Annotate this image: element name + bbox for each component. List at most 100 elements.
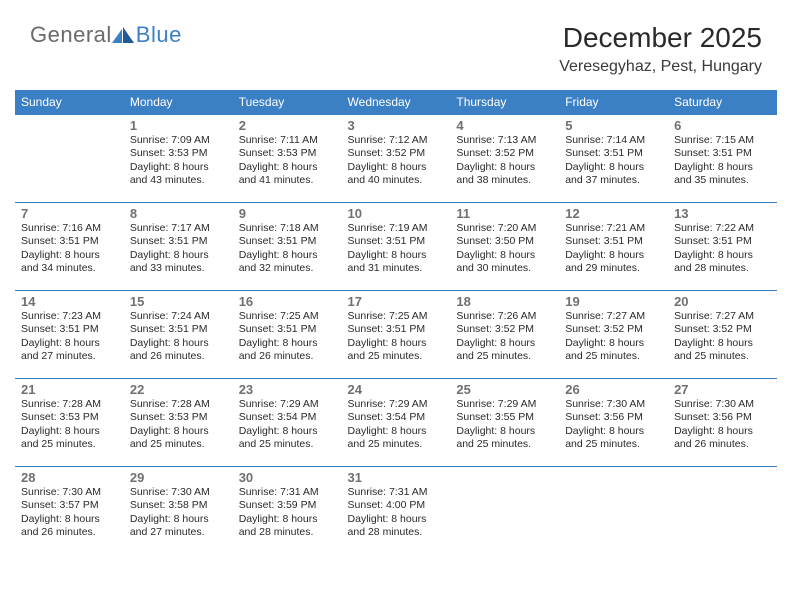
calendar-row: 1Sunrise: 7:09 AMSunset: 3:53 PMDaylight… [15,115,777,203]
title-block: December 2025 Veresegyhaz, Pest, Hungary [559,22,762,76]
day-number: 29 [130,470,227,485]
day-number: 4 [456,118,553,133]
calendar-cell: 15Sunrise: 7:24 AMSunset: 3:51 PMDayligh… [124,291,233,379]
calendar-cell [559,467,668,555]
calendar-row: 7Sunrise: 7:16 AMSunset: 3:51 PMDaylight… [15,203,777,291]
day-header: Tuesday [233,90,342,115]
brand-logo: General Blue [30,22,182,48]
day-number: 21 [21,382,118,397]
calendar-cell: 13Sunrise: 7:22 AMSunset: 3:51 PMDayligh… [668,203,777,291]
day-details: Sunrise: 7:30 AMSunset: 3:56 PMDaylight:… [674,398,771,452]
calendar-cell [668,467,777,555]
day-details: Sunrise: 7:28 AMSunset: 3:53 PMDaylight:… [21,398,118,452]
day-number: 30 [239,470,336,485]
calendar-cell: 24Sunrise: 7:29 AMSunset: 3:54 PMDayligh… [342,379,451,467]
day-details: Sunrise: 7:30 AMSunset: 3:57 PMDaylight:… [21,486,118,540]
calendar-row: 21Sunrise: 7:28 AMSunset: 3:53 PMDayligh… [15,379,777,467]
day-details: Sunrise: 7:21 AMSunset: 3:51 PMDaylight:… [565,222,662,276]
calendar-cell: 30Sunrise: 7:31 AMSunset: 3:59 PMDayligh… [233,467,342,555]
calendar-cell: 28Sunrise: 7:30 AMSunset: 3:57 PMDayligh… [15,467,124,555]
day-details: Sunrise: 7:24 AMSunset: 3:51 PMDaylight:… [130,310,227,364]
day-number: 19 [565,294,662,309]
calendar-cell: 4Sunrise: 7:13 AMSunset: 3:52 PMDaylight… [450,115,559,203]
day-number: 13 [674,206,771,221]
calendar-cell: 6Sunrise: 7:15 AMSunset: 3:51 PMDaylight… [668,115,777,203]
day-number: 1 [130,118,227,133]
day-number: 16 [239,294,336,309]
day-details: Sunrise: 7:13 AMSunset: 3:52 PMDaylight:… [456,134,553,188]
day-details: Sunrise: 7:29 AMSunset: 3:55 PMDaylight:… [456,398,553,452]
calendar-cell: 23Sunrise: 7:29 AMSunset: 3:54 PMDayligh… [233,379,342,467]
day-number: 6 [674,118,771,133]
day-number: 14 [21,294,118,309]
day-number: 10 [348,206,445,221]
day-details: Sunrise: 7:23 AMSunset: 3:51 PMDaylight:… [21,310,118,364]
day-header: Thursday [450,90,559,115]
day-details: Sunrise: 7:12 AMSunset: 3:52 PMDaylight:… [348,134,445,188]
day-details: Sunrise: 7:11 AMSunset: 3:53 PMDaylight:… [239,134,336,188]
calendar-cell: 19Sunrise: 7:27 AMSunset: 3:52 PMDayligh… [559,291,668,379]
day-header: Saturday [668,90,777,115]
calendar-cell [450,467,559,555]
day-details: Sunrise: 7:27 AMSunset: 3:52 PMDaylight:… [565,310,662,364]
day-number: 3 [348,118,445,133]
brand-name-part1: General [30,22,112,48]
calendar-cell: 10Sunrise: 7:19 AMSunset: 3:51 PMDayligh… [342,203,451,291]
day-number: 11 [456,206,553,221]
day-number: 7 [21,206,118,221]
calendar-cell: 31Sunrise: 7:31 AMSunset: 4:00 PMDayligh… [342,467,451,555]
day-details: Sunrise: 7:15 AMSunset: 3:51 PMDaylight:… [674,134,771,188]
day-number: 28 [21,470,118,485]
page-header: General Blue December 2025 Veresegyhaz, … [0,0,792,84]
location-text: Veresegyhaz, Pest, Hungary [559,58,762,76]
calendar-cell: 17Sunrise: 7:25 AMSunset: 3:51 PMDayligh… [342,291,451,379]
day-details: Sunrise: 7:29 AMSunset: 3:54 PMDaylight:… [348,398,445,452]
day-number: 26 [565,382,662,397]
day-details: Sunrise: 7:18 AMSunset: 3:51 PMDaylight:… [239,222,336,276]
day-details: Sunrise: 7:27 AMSunset: 3:52 PMDaylight:… [674,310,771,364]
day-details: Sunrise: 7:09 AMSunset: 3:53 PMDaylight:… [130,134,227,188]
brand-name-part2: Blue [136,22,182,48]
calendar-cell: 29Sunrise: 7:30 AMSunset: 3:58 PMDayligh… [124,467,233,555]
day-details: Sunrise: 7:16 AMSunset: 3:51 PMDaylight:… [21,222,118,276]
day-number: 9 [239,206,336,221]
day-number: 24 [348,382,445,397]
logo-sail-icon [112,27,134,43]
calendar-cell: 25Sunrise: 7:29 AMSunset: 3:55 PMDayligh… [450,379,559,467]
calendar-cell: 22Sunrise: 7:28 AMSunset: 3:53 PMDayligh… [124,379,233,467]
day-details: Sunrise: 7:30 AMSunset: 3:58 PMDaylight:… [130,486,227,540]
day-header: Wednesday [342,90,451,115]
day-details: Sunrise: 7:14 AMSunset: 3:51 PMDaylight:… [565,134,662,188]
day-details: Sunrise: 7:19 AMSunset: 3:51 PMDaylight:… [348,222,445,276]
calendar-row: 14Sunrise: 7:23 AMSunset: 3:51 PMDayligh… [15,291,777,379]
day-details: Sunrise: 7:31 AMSunset: 4:00 PMDaylight:… [348,486,445,540]
calendar-cell: 7Sunrise: 7:16 AMSunset: 3:51 PMDaylight… [15,203,124,291]
calendar-cell: 9Sunrise: 7:18 AMSunset: 3:51 PMDaylight… [233,203,342,291]
calendar-cell: 3Sunrise: 7:12 AMSunset: 3:52 PMDaylight… [342,115,451,203]
calendar-cell: 26Sunrise: 7:30 AMSunset: 3:56 PMDayligh… [559,379,668,467]
day-number: 23 [239,382,336,397]
calendar-cell: 16Sunrise: 7:25 AMSunset: 3:51 PMDayligh… [233,291,342,379]
calendar-cell [15,115,124,203]
calendar-cell: 1Sunrise: 7:09 AMSunset: 3:53 PMDaylight… [124,115,233,203]
calendar-cell: 12Sunrise: 7:21 AMSunset: 3:51 PMDayligh… [559,203,668,291]
calendar-cell: 20Sunrise: 7:27 AMSunset: 3:52 PMDayligh… [668,291,777,379]
day-number: 31 [348,470,445,485]
day-details: Sunrise: 7:30 AMSunset: 3:56 PMDaylight:… [565,398,662,452]
day-number: 8 [130,206,227,221]
calendar-cell: 5Sunrise: 7:14 AMSunset: 3:51 PMDaylight… [559,115,668,203]
day-number: 5 [565,118,662,133]
day-number: 27 [674,382,771,397]
calendar-cell: 14Sunrise: 7:23 AMSunset: 3:51 PMDayligh… [15,291,124,379]
calendar-cell: 11Sunrise: 7:20 AMSunset: 3:50 PMDayligh… [450,203,559,291]
day-details: Sunrise: 7:25 AMSunset: 3:51 PMDaylight:… [239,310,336,364]
calendar-table: Sunday Monday Tuesday Wednesday Thursday… [15,90,777,555]
day-number: 17 [348,294,445,309]
day-details: Sunrise: 7:17 AMSunset: 3:51 PMDaylight:… [130,222,227,276]
day-number: 25 [456,382,553,397]
day-details: Sunrise: 7:22 AMSunset: 3:51 PMDaylight:… [674,222,771,276]
day-number: 22 [130,382,227,397]
day-details: Sunrise: 7:25 AMSunset: 3:51 PMDaylight:… [348,310,445,364]
calendar-row: 28Sunrise: 7:30 AMSunset: 3:57 PMDayligh… [15,467,777,555]
month-title: December 2025 [559,22,762,54]
